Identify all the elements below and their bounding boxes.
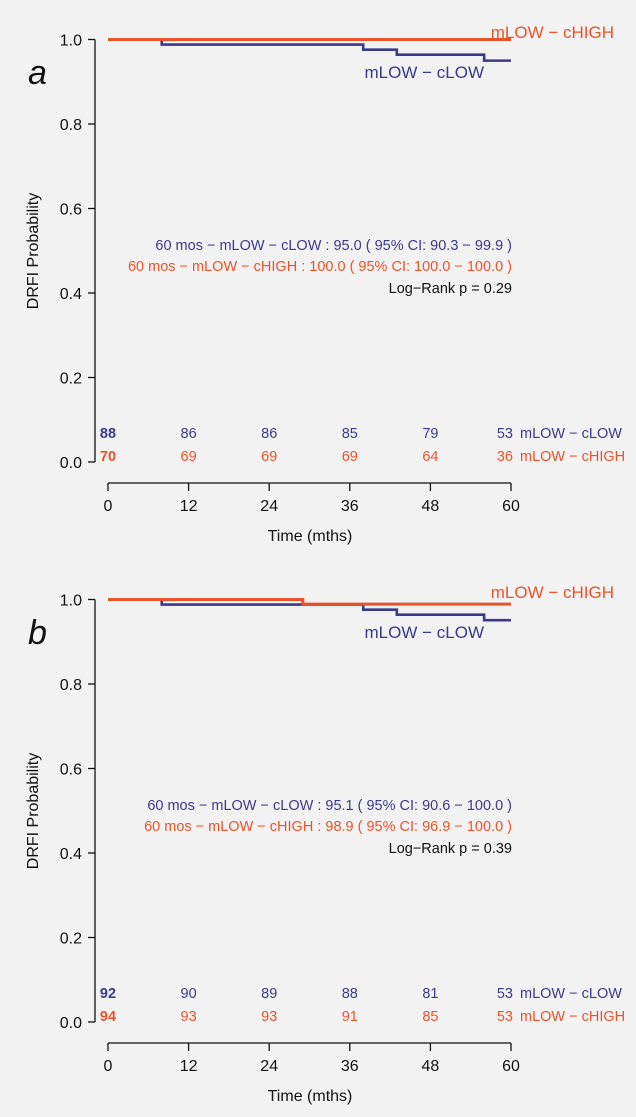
at-risk-count: 69 [261, 449, 277, 465]
x-tick-label: 12 [180, 498, 198, 515]
y-axis-label: DRFI Probability [25, 193, 42, 309]
chart-panel-a: a 0.0 0.2 0.4 0.6 0.8 1.0 DRFI Probability 0 12 24… [25, 23, 625, 545]
y-tick-label: 1.0 [60, 33, 82, 50]
x-tick-label: 36 [341, 498, 359, 515]
x-tick-label: 12 [180, 1058, 198, 1075]
annotation-2: Log−Rank p = 0.39 [389, 841, 512, 857]
x-tick-label: 36 [341, 1058, 359, 1075]
at-risk-count: 70 [100, 449, 116, 465]
at-risk-count: 53 [497, 1009, 513, 1025]
at-risk-count: 69 [181, 449, 197, 465]
at-risk-count: 36 [497, 449, 513, 465]
km-curve-series-0 [108, 598, 511, 622]
at-risk-series-label: mLOW − cLOW [520, 426, 622, 442]
km-curve-series-0 [108, 38, 511, 62]
y-tick-label: 0.8 [60, 677, 82, 694]
at-risk-count: 79 [422, 426, 438, 442]
at-risk-count: 88 [100, 426, 116, 442]
annotation-1: 60 mos − mLOW − cHIGH : 100.0 ( 95% CI: … [128, 259, 512, 275]
annotation-1: 60 mos − mLOW − cHIGH : 98.9 ( 95% CI: 9… [144, 819, 512, 835]
at-risk-count: 91 [342, 1009, 358, 1025]
annotation-2: Log−Rank p = 0.29 [389, 281, 512, 297]
at-risk-series-label: mLOW − cHIGH [520, 1009, 625, 1025]
at-risk-count: 90 [181, 986, 197, 1002]
curve-label-series-0: mLOW − cLOW [365, 63, 484, 82]
y-tick-label: 0.6 [60, 762, 82, 779]
x-tick-label: 60 [502, 1058, 520, 1075]
at-risk-count: 64 [422, 449, 438, 465]
at-risk-count: 85 [342, 426, 358, 442]
at-risk-series-label: mLOW − cLOW [520, 986, 622, 1002]
y-tick-label: 1.0 [60, 593, 82, 610]
at-risk-count: 89 [261, 986, 277, 1002]
at-risk-count: 93 [181, 1009, 197, 1025]
curve-label-series-0: mLOW − cLOW [365, 623, 484, 642]
annotation-0: 60 mos − mLOW − cLOW : 95.1 ( 95% CI: 90… [147, 798, 512, 814]
x-tick-label: 60 [502, 498, 520, 515]
x-tick-label: 0 [104, 498, 113, 515]
panel-label: b [28, 614, 47, 652]
y-tick-label: 0.2 [60, 371, 82, 388]
x-axis-label: Time (mths) [268, 528, 353, 545]
y-tick-label: 0.4 [60, 846, 82, 863]
x-tick-label: 0 [104, 1058, 113, 1075]
at-risk-count: 53 [497, 426, 513, 442]
y-axis-label: DRFI Probability [25, 753, 42, 869]
at-risk-count: 86 [261, 426, 277, 442]
x-tick-label: 48 [422, 1058, 440, 1075]
y-tick-label: 0.8 [60, 117, 82, 134]
at-risk-count: 88 [342, 986, 358, 1002]
at-risk-count: 69 [342, 449, 358, 465]
x-tick-label: 48 [422, 498, 440, 515]
at-risk-count: 53 [497, 986, 513, 1002]
panel-label: a [28, 54, 47, 92]
at-risk-count: 94 [100, 1009, 116, 1025]
at-risk-count: 93 [261, 1009, 277, 1025]
y-tick-label: 0.0 [60, 455, 82, 472]
x-tick-label: 24 [260, 498, 278, 515]
at-risk-count: 85 [422, 1009, 438, 1025]
at-risk-series-label: mLOW − cHIGH [520, 449, 625, 465]
chart-panel-b: b 0.0 0.2 0.4 0.6 0.8 1.0 DRFI Probability 0 12 24… [25, 583, 625, 1105]
at-risk-count: 92 [100, 986, 116, 1002]
y-tick-label: 0.2 [60, 931, 82, 948]
x-tick-label: 24 [260, 1058, 278, 1075]
km-curve-series-1 [108, 598, 511, 606]
y-tick-label: 0.6 [60, 202, 82, 219]
at-risk-count: 86 [181, 426, 197, 442]
curve-label-series-1: mLOW − cHIGH [491, 583, 614, 602]
y-tick-label: 0.0 [60, 1015, 82, 1032]
at-risk-count: 81 [422, 986, 438, 1002]
annotation-0: 60 mos − mLOW − cLOW : 95.0 ( 95% CI: 90… [155, 238, 512, 254]
curve-label-series-1: mLOW − cHIGH [491, 23, 614, 42]
y-tick-label: 0.4 [60, 286, 82, 303]
x-axis-label: Time (mths) [268, 1088, 353, 1105]
